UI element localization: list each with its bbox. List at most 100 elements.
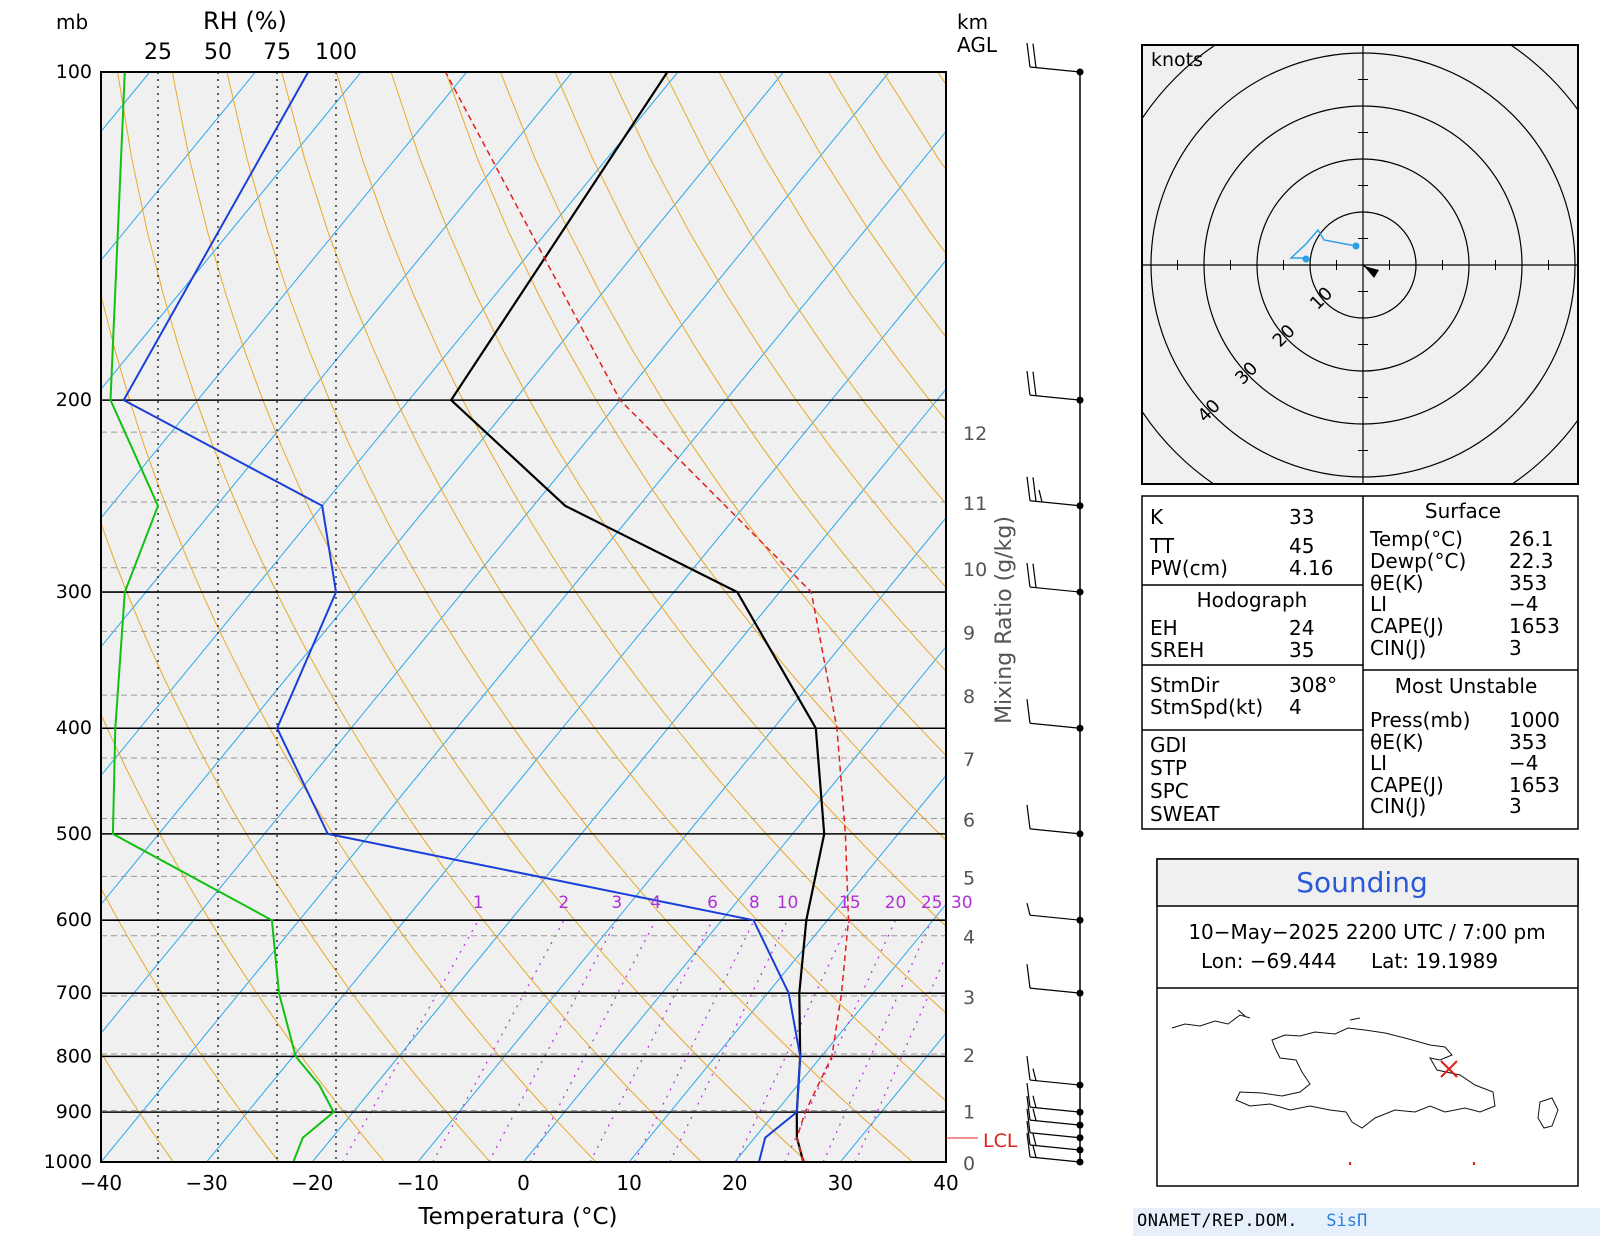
- isotherm-line: [311, 388, 946, 1162]
- k-index-label: K: [1150, 505, 1164, 529]
- wind-barb: [1026, 699, 1084, 732]
- dry-adiabat-line: [390, 72, 946, 927]
- skewt-grid: [0, 72, 946, 1162]
- mu-cape-label: CAPE(J): [1370, 773, 1444, 797]
- mixing-ratio-tick-label: 6: [707, 893, 718, 913]
- mixing-ratio-line: [529, 919, 657, 1162]
- surface-cin-value: 3: [1509, 636, 1522, 660]
- surface-thetae-value: 353: [1509, 571, 1547, 595]
- dry-adiabat-line: [335, 72, 946, 1014]
- wind-barb: [1026, 903, 1084, 924]
- pressure-tick-label: 400: [56, 717, 92, 739]
- isotherm-line: [101, 72, 468, 519]
- wind-barb: [1026, 1055, 1084, 1089]
- km-tick-label: 5: [963, 867, 975, 889]
- rh-tick-label: 25: [144, 40, 172, 65]
- dry-adiabat-line: [101, 521, 491, 1162]
- rh-tick-label: 100: [315, 40, 357, 65]
- temperature-tick-label: 20: [722, 1171, 747, 1195]
- mu-li-label: LI: [1370, 751, 1387, 775]
- isotherm-line: [101, 130, 946, 1162]
- wind-barb: [1026, 476, 1084, 510]
- dry-adiabat-line: [101, 713, 385, 1162]
- mu-pressure-value: 1000: [1509, 708, 1560, 732]
- mixing-ratio-axis-title: Mixing Ratio (g/kg): [992, 516, 1017, 724]
- eh-label: EH: [1150, 616, 1178, 640]
- wind-barb: [1026, 804, 1084, 838]
- pressure-tick-label: 1000: [44, 1151, 92, 1173]
- tt-index-label: TT: [1149, 534, 1175, 558]
- dry-adiabat-line: [445, 72, 946, 841]
- info-frame: [1156, 858, 1579, 1187]
- sreh-label: SREH: [1150, 638, 1204, 662]
- mu-li-value: −4: [1509, 751, 1538, 775]
- dewpoint-profile: [122, 72, 802, 1162]
- mixing-ratio-line: [488, 919, 618, 1162]
- mu-thetae-value: 353: [1509, 730, 1547, 754]
- surface-dewpoint-label: Dewp(°C): [1370, 549, 1466, 573]
- hodograph-point: [1302, 255, 1310, 263]
- mixing-ratio-line: [633, 919, 755, 1162]
- temperature-tick-label: −20: [291, 1171, 333, 1195]
- mixing-ratio-tick-label: 25: [921, 893, 943, 913]
- hodograph-point: [1352, 242, 1360, 250]
- sounding-datetime: 10−May−2025 2200 UTC / 7:00 pm: [1188, 920, 1545, 944]
- station-marker: [1440, 1060, 1458, 1078]
- mixing-ratio-tick-label: 2: [558, 893, 569, 913]
- pressure-tick-label: 900: [56, 1101, 92, 1123]
- pressure-tick-label: 800: [56, 1045, 92, 1067]
- pressure-unit-label: mb: [56, 10, 88, 34]
- mixing-ratio-tick-label: 30: [951, 893, 973, 913]
- wind-barb: [1026, 1096, 1084, 1129]
- sounding-longitude: Lon: −69.444: [1201, 949, 1337, 973]
- storm-speed-value: 4: [1289, 695, 1302, 719]
- indices-frame: [1141, 495, 1579, 830]
- km-tick-label: 0: [963, 1153, 975, 1175]
- dry-adiabat-line: [171, 72, 808, 1162]
- temperature-tick-label: 40: [933, 1171, 958, 1195]
- dry-adiabat-line: [101, 1051, 174, 1162]
- cuba-coast: [1171, 1009, 1251, 1029]
- mixing-ratio-line: [669, 919, 789, 1162]
- isotherm-line: [417, 517, 946, 1162]
- x-axis-title: Temperatura (°C): [418, 1204, 618, 1230]
- puerto-rico-coast: [1537, 1097, 1559, 1129]
- dry-adiabat-line: [609, 72, 946, 589]
- rh-tick-label: 75: [263, 40, 291, 65]
- isotherm-line: [101, 72, 679, 777]
- temperature-tick-label: −30: [186, 1171, 228, 1195]
- isotherm-line: [206, 259, 946, 1162]
- rh-profile: [109, 72, 335, 1162]
- isotherm-line: [101, 72, 256, 262]
- surface-li-value: −4: [1509, 592, 1538, 616]
- gdi-label: GDI: [1150, 733, 1187, 757]
- isotherm-line: [101, 72, 573, 648]
- mixing-ratio-tick-label: 3: [611, 893, 622, 913]
- pressure-tick-label: 300: [56, 581, 92, 603]
- sounding-title: Sounding: [1296, 866, 1427, 899]
- mixing-ratio-line: [432, 919, 565, 1162]
- mixing-ratio-tick-label: 4: [650, 893, 661, 913]
- km-unit-label: km: [957, 10, 988, 34]
- surface-cape-value: 1653: [1509, 614, 1560, 638]
- mu-cin-label: CIN(J): [1370, 794, 1426, 818]
- temperature-tick-label: −40: [80, 1171, 122, 1195]
- islet: [1349, 1017, 1361, 1021]
- sounding-latitude: Lat: 19.1989: [1371, 949, 1498, 973]
- km-tick-label: 11: [963, 493, 987, 515]
- storm-direction-label: StmDir: [1150, 673, 1220, 697]
- mixing-ratio-tick-label: 1: [473, 893, 484, 913]
- pressure-tick-label: 700: [56, 982, 92, 1004]
- km-tick-label: 2: [963, 1045, 975, 1067]
- dry-adiabat-line: [101, 293, 597, 1162]
- dry-adiabat-line: [281, 72, 946, 1102]
- wind-barb: [1026, 562, 1084, 596]
- mu-cin-value: 3: [1509, 794, 1522, 818]
- hodograph-trace: [1289, 228, 1357, 259]
- isotherm-line: [0, 72, 44, 1162]
- temperature-tick-label: 0: [517, 1171, 530, 1195]
- pw-value: 4.16: [1289, 556, 1334, 580]
- sounding-info-box: Sounding 10−May−2025 2200 UTC / 7:00 pm …: [1156, 858, 1579, 1187]
